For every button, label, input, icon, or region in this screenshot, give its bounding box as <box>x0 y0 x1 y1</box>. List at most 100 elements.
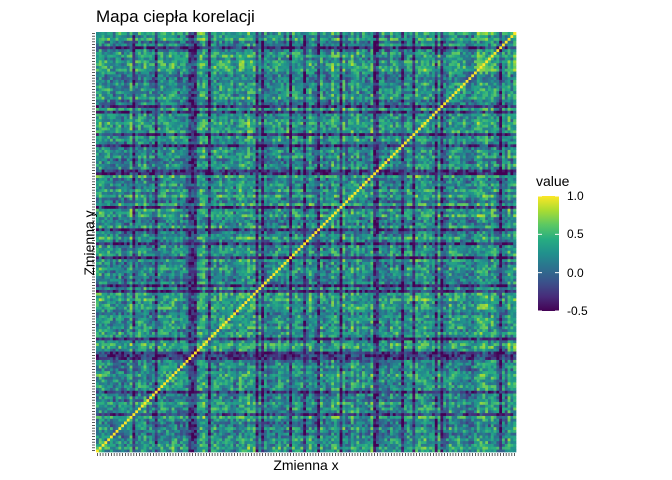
heatmap-cell <box>426 385 429 388</box>
heatmap-cell <box>407 438 410 441</box>
heatmap-cell <box>236 441 239 444</box>
heatmap-cell <box>219 421 222 424</box>
heatmap-cell <box>471 435 474 438</box>
heatmap-cell <box>424 430 427 433</box>
heatmap-cell <box>146 407 149 410</box>
heatmap-cell <box>222 374 225 377</box>
heatmap-cell <box>326 432 329 435</box>
heatmap-cell <box>452 427 455 430</box>
heatmap-cell <box>228 435 231 438</box>
heatmap-cell <box>121 404 124 407</box>
heatmap-cell <box>480 376 483 379</box>
heatmap-cell <box>214 404 217 407</box>
heatmap-cell <box>505 430 508 433</box>
heatmap-cell <box>466 418 469 421</box>
heatmap-cell <box>328 388 331 391</box>
heatmap-cell <box>426 421 429 424</box>
heatmap-cell <box>418 376 421 379</box>
heatmap-cell <box>292 385 295 388</box>
heatmap-cell <box>432 446 435 449</box>
heatmap-cell <box>286 432 289 435</box>
heatmap-cell <box>202 396 205 399</box>
heatmap-cell <box>365 432 368 435</box>
heatmap-cell <box>230 446 233 449</box>
heatmap-cell <box>194 402 197 405</box>
heatmap-cell <box>124 427 127 430</box>
heatmap-cell <box>121 432 124 435</box>
heatmap-cell <box>351 382 354 385</box>
heatmap-cell <box>236 385 239 388</box>
heatmap-cell <box>121 413 124 416</box>
heatmap-cell <box>376 421 379 424</box>
heatmap-cell <box>331 379 334 382</box>
heatmap-cell <box>446 449 449 452</box>
heatmap-cell <box>401 376 404 379</box>
heatmap-cell <box>317 413 320 416</box>
heatmap-cell <box>239 385 242 388</box>
heatmap-cell <box>440 410 443 413</box>
heatmap-cell <box>356 376 359 379</box>
heatmap-cell <box>326 388 329 391</box>
heatmap-cell <box>323 393 326 396</box>
heatmap-cell <box>186 410 189 413</box>
heatmap-cell <box>508 410 511 413</box>
heatmap-cell <box>174 376 177 379</box>
heatmap-cell <box>149 393 152 396</box>
heatmap-cell <box>328 376 331 379</box>
heatmap-cell <box>474 393 477 396</box>
heatmap-cell <box>102 430 105 433</box>
heatmap-cell <box>309 407 312 410</box>
heatmap-cell <box>418 418 421 421</box>
heatmap-cell <box>146 382 149 385</box>
heatmap-cell <box>345 424 348 427</box>
heatmap-cell <box>354 413 357 416</box>
heatmap-cell <box>208 416 211 419</box>
heatmap-cell <box>174 399 177 402</box>
heatmap-cell <box>191 438 194 441</box>
heatmap-cell <box>242 410 245 413</box>
heatmap-cell <box>474 427 477 430</box>
heatmap-cell <box>359 435 362 438</box>
heatmap-cell <box>211 379 214 382</box>
heatmap-cell <box>368 410 371 413</box>
heatmap-cell <box>452 385 455 388</box>
heatmap-cell <box>211 407 214 410</box>
heatmap-cell <box>289 413 292 416</box>
heatmap-cell <box>370 396 373 399</box>
heatmap-cell <box>510 404 513 407</box>
heatmap-cell <box>216 418 219 421</box>
heatmap-cell <box>116 444 119 447</box>
heatmap-cell <box>356 374 359 377</box>
heatmap-cell <box>225 438 228 441</box>
heatmap-cell <box>387 421 390 424</box>
heatmap-cell <box>480 435 483 438</box>
heatmap-cell <box>138 404 141 407</box>
heatmap-cell <box>160 393 163 396</box>
heatmap-cell <box>485 416 488 419</box>
heatmap-cell <box>292 432 295 435</box>
heatmap-cell <box>118 441 121 444</box>
heatmap-cell <box>160 399 163 402</box>
heatmap-cell <box>440 435 443 438</box>
heatmap-cell <box>127 446 130 449</box>
heatmap-cell <box>102 438 105 441</box>
heatmap-cell <box>323 444 326 447</box>
heatmap-cell <box>256 390 259 393</box>
heatmap-cell <box>482 444 485 447</box>
heatmap-cell <box>289 432 292 435</box>
heatmap-cell <box>270 385 273 388</box>
heatmap-cell <box>172 374 175 377</box>
heatmap-cell <box>278 385 281 388</box>
heatmap-cell <box>337 413 340 416</box>
heatmap-cell <box>138 432 141 435</box>
heatmap-cell <box>410 416 413 419</box>
heatmap-cell <box>118 444 121 447</box>
heatmap-cell <box>124 444 127 447</box>
heatmap-cell <box>253 396 256 399</box>
heatmap-cell <box>404 438 407 441</box>
heatmap-cell <box>365 446 368 449</box>
heatmap-cell <box>132 388 135 391</box>
heatmap-cell <box>466 449 469 452</box>
heatmap-cell <box>239 376 242 379</box>
heatmap-cell <box>426 413 429 416</box>
